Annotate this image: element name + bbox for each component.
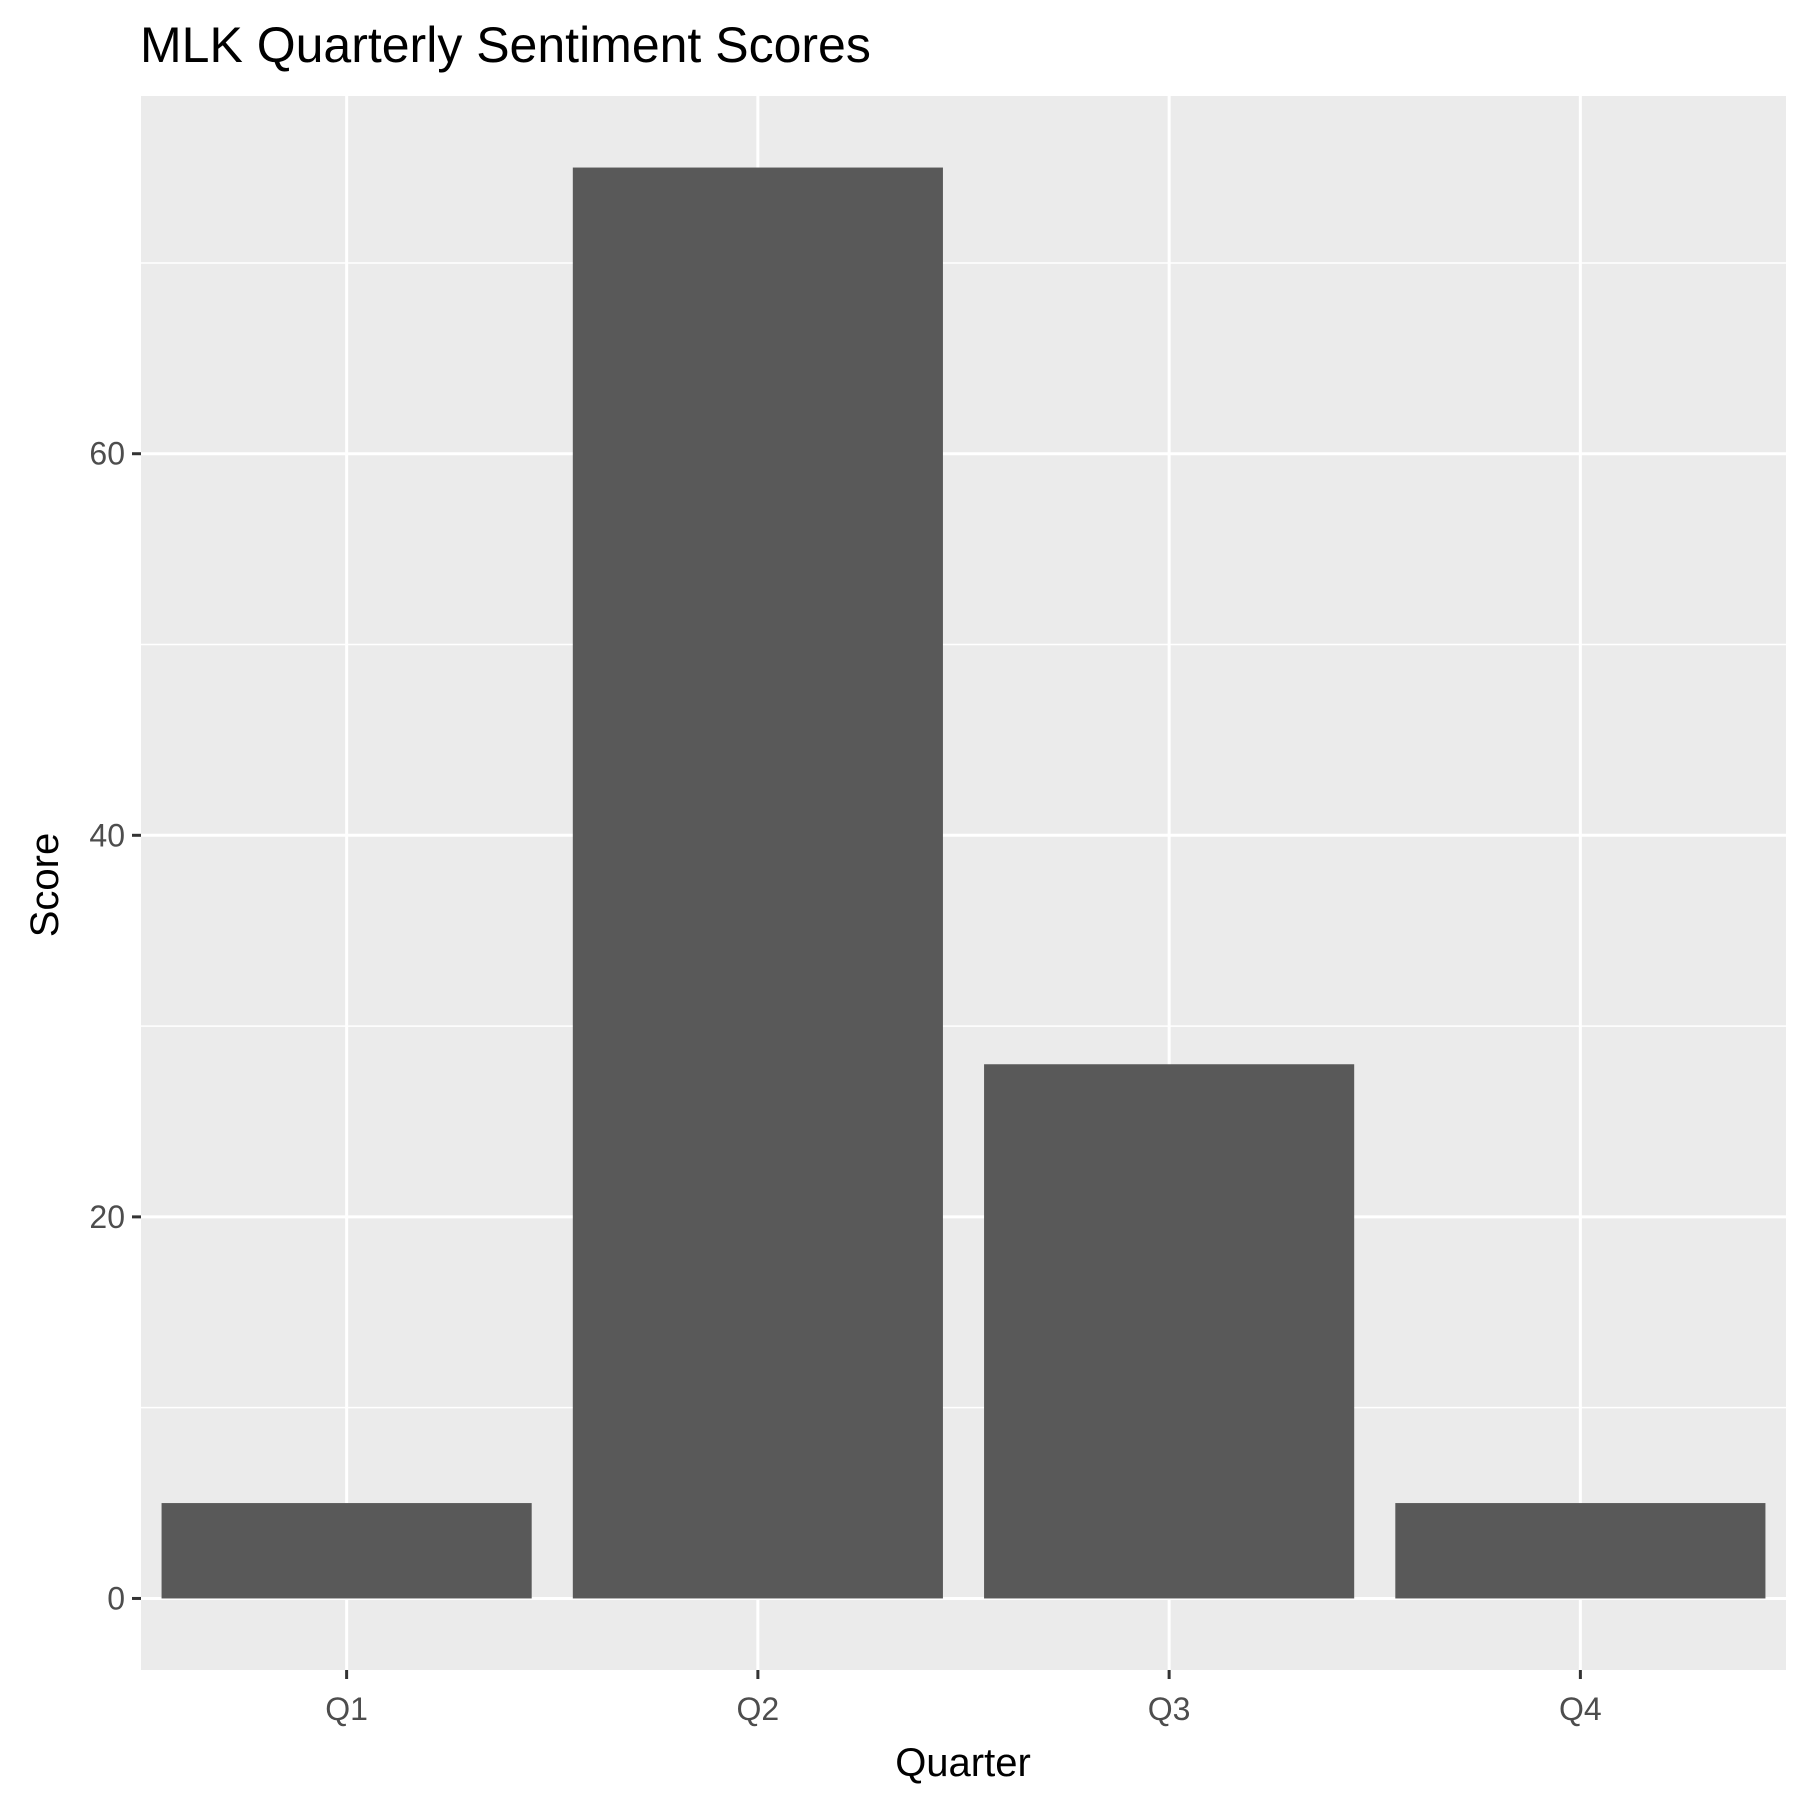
grid-minor <box>141 262 1786 1409</box>
x-tick-label: Q4 <box>1559 1691 1602 1727</box>
y-axis: 0 20 40 60 <box>89 436 141 1616</box>
x-tick-label: Q3 <box>1148 1691 1191 1727</box>
y-tick-label: 60 <box>89 436 125 472</box>
bar-q1 <box>161 1503 532 1599</box>
x-tick-label: Q1 <box>325 1691 368 1727</box>
bar-q3 <box>984 1064 1355 1599</box>
plot-panel <box>141 96 1786 1670</box>
y-axis-title: Score <box>23 833 67 938</box>
y-tick-label: 40 <box>89 817 125 853</box>
y-tick-label: 0 <box>107 1580 125 1616</box>
x-tick-label: Q2 <box>737 1691 780 1727</box>
x-axis-title: Quarter <box>895 1741 1031 1785</box>
chart-title: MLK Quarterly Sentiment Scores <box>140 17 871 73</box>
y-tick-label: 20 <box>89 1199 125 1235</box>
bar-q4 <box>1395 1503 1766 1599</box>
bars <box>161 167 1766 1599</box>
bar-q2 <box>572 167 943 1599</box>
x-axis: Q1 Q2 Q3 Q4 <box>325 1670 1602 1727</box>
